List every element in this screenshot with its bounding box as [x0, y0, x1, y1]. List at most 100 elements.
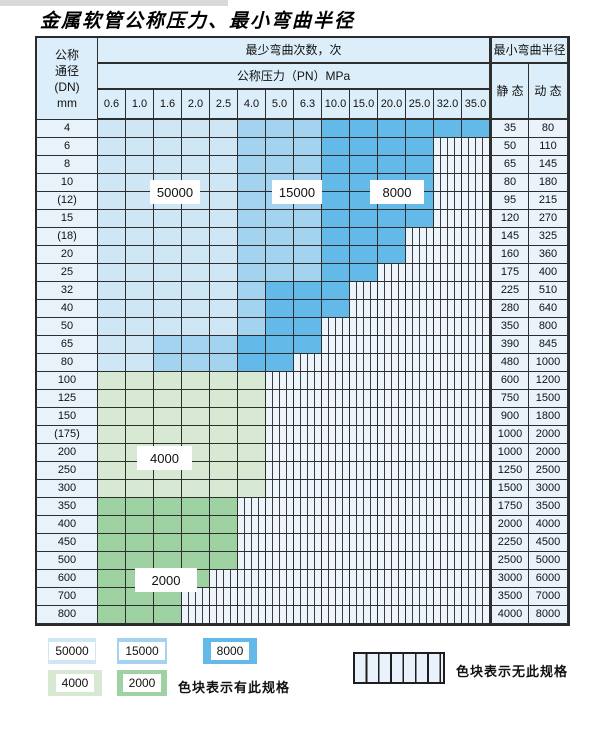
- grid-cell: [182, 156, 210, 174]
- grid-cell: [210, 426, 238, 444]
- dynamic-radius-value: 80: [529, 120, 568, 138]
- grid-cell: [210, 336, 238, 354]
- grid-cell: [182, 588, 210, 606]
- grid-cell: [378, 390, 406, 408]
- grid-cell: [322, 246, 350, 264]
- pressure-col-header: 1.6: [154, 90, 182, 120]
- grid-cell: [210, 138, 238, 156]
- grid-cell: [266, 552, 294, 570]
- row-dn-label: (12): [37, 192, 98, 210]
- grid-cell: [126, 390, 154, 408]
- legend-swatch-15000: 15000: [117, 638, 167, 664]
- grid-cell: [266, 354, 294, 372]
- grid-cell: [238, 516, 266, 534]
- row-dn-label: 600: [37, 570, 98, 588]
- grid-cell: [350, 282, 378, 300]
- static-column-header: 静 态: [490, 64, 529, 120]
- grid-cell: [182, 606, 210, 624]
- grid-cell: [350, 264, 378, 282]
- grid-cell: [434, 606, 462, 624]
- grid-cell: [322, 138, 350, 156]
- grid-cell: [322, 354, 350, 372]
- grid-cell: [350, 606, 378, 624]
- grid-cell: [182, 300, 210, 318]
- grid-cell: [378, 264, 406, 282]
- grid-cell: [266, 210, 294, 228]
- grid-cell: [182, 246, 210, 264]
- grid-cell: [462, 534, 490, 552]
- grid-cell: [98, 228, 126, 246]
- grid-cell: [434, 570, 462, 588]
- grid-cell: [406, 606, 434, 624]
- grid-cell: [378, 228, 406, 246]
- grid-cell: [378, 138, 406, 156]
- dynamic-radius-value: 510: [529, 282, 568, 300]
- grid-cell: [350, 138, 378, 156]
- grid-cell: [210, 120, 238, 138]
- grid-cell: [98, 336, 126, 354]
- grid-cell: [322, 444, 350, 462]
- grid-cell: [378, 372, 406, 390]
- grid-cell: [154, 606, 182, 624]
- grid-cell: [434, 372, 462, 390]
- grid-cell: [322, 606, 350, 624]
- pressure-col-header: 35.0: [462, 90, 490, 120]
- grid-cell: [294, 372, 322, 390]
- grid-cell: [126, 354, 154, 372]
- static-radius-value: 1000: [490, 444, 529, 462]
- row-dn-label: 100: [37, 372, 98, 390]
- grid-cell: [266, 480, 294, 498]
- dynamic-radius-value: 145: [529, 156, 568, 174]
- static-radius-value: 350: [490, 318, 529, 336]
- grid-cell: [350, 210, 378, 228]
- grid-cell: [406, 426, 434, 444]
- grid-cell: [434, 462, 462, 480]
- grid-cell: [378, 336, 406, 354]
- grid-cell: [462, 192, 490, 210]
- grid-cell: [434, 390, 462, 408]
- grid-cell: [434, 408, 462, 426]
- grid-cell: [210, 156, 238, 174]
- grid-cell: [98, 426, 126, 444]
- grid-cell: [126, 534, 154, 552]
- grid-cell: [182, 210, 210, 228]
- grid-cell: [350, 300, 378, 318]
- grid-cell: [266, 534, 294, 552]
- grid-cell: [266, 318, 294, 336]
- grid-cell: [210, 408, 238, 426]
- grid-cell: [294, 156, 322, 174]
- dn-header-line: (DN): [54, 79, 80, 94]
- row-dn-label: 125: [37, 390, 98, 408]
- grid-cell: [406, 318, 434, 336]
- grid-cell: [182, 426, 210, 444]
- grid-cell: [266, 138, 294, 156]
- grid-cell: [378, 552, 406, 570]
- grid-cell: [462, 300, 490, 318]
- static-radius-value: 1250: [490, 462, 529, 480]
- grid-cell: [210, 480, 238, 498]
- pressure-col-header: 25.0: [406, 90, 434, 120]
- grid-cell: [238, 552, 266, 570]
- static-radius-value: 1000: [490, 426, 529, 444]
- row-dn-label: 8: [37, 156, 98, 174]
- grid-cell: [462, 228, 490, 246]
- row-dn-label: 250: [37, 462, 98, 480]
- grid-cell: [126, 138, 154, 156]
- spec-table: 公称 通径 (DN) mm 最少弯曲次数，次 最小弯曲半径 公称压力（PN）MP…: [35, 36, 570, 626]
- dynamic-radius-value: 6000: [529, 570, 568, 588]
- grid-cell: [126, 318, 154, 336]
- grid-cell: [210, 390, 238, 408]
- grid-cell: [210, 444, 238, 462]
- grid-cell: [98, 480, 126, 498]
- grid-cell: [182, 480, 210, 498]
- grid-cell: [294, 444, 322, 462]
- grid-cell: [462, 210, 490, 228]
- static-radius-value: 145: [490, 228, 529, 246]
- grid-cell: [210, 210, 238, 228]
- dynamic-radius-value: 1800: [529, 408, 568, 426]
- grid-cell: [350, 516, 378, 534]
- grid-cell: [126, 498, 154, 516]
- grid-cell: [126, 336, 154, 354]
- grid-cell: [406, 444, 434, 462]
- grid-cell: [154, 156, 182, 174]
